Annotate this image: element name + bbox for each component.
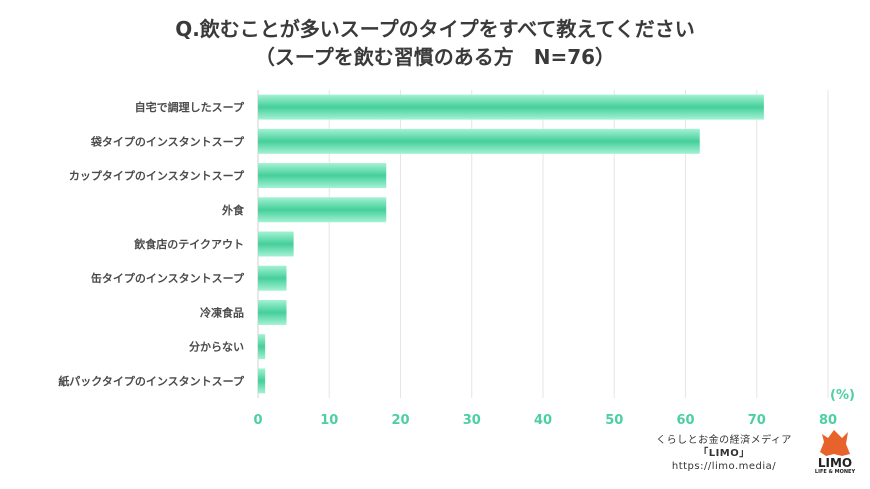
chart-subtitle: （スープを飲む習慣のある方 N=76） [254, 45, 616, 69]
x-tick-label: 30 [463, 413, 481, 428]
bar [258, 197, 387, 223]
bar [258, 163, 387, 189]
x-tick-label: 20 [391, 413, 409, 428]
bar [258, 334, 266, 360]
x-axis-ticks: 0 10 20 30 40 50 60 70 80 [253, 413, 837, 428]
footer-credit: くらしとお金の経済メディア 「LIMO」 https://limo.media/ [640, 434, 808, 473]
logo-wordmark: LIMO [817, 456, 853, 470]
bars [258, 94, 764, 394]
logo-tagline: LIFE & MONEY [814, 469, 856, 475]
chart-title: Q.飲むことが多いスープのタイプをすべて教えてください [175, 17, 695, 41]
x-tick-label: 80 [819, 413, 837, 428]
footer-tagline: くらしとお金の経済メディア [656, 435, 792, 446]
category-label: 紙パックタイプのインスタントスープ [58, 374, 245, 388]
category-label: 袋タイプのインスタントスープ [90, 134, 245, 148]
category-label: カップタイプのインスタントスープ [69, 169, 245, 183]
category-label: 飲食店のテイクアウト [133, 237, 244, 251]
category-label: 缶タイプのインスタントスープ [91, 271, 245, 285]
x-tick-label: 60 [676, 413, 694, 428]
unit-label: (%) [830, 388, 855, 403]
x-tick-label: 70 [748, 413, 766, 428]
bar [258, 94, 764, 120]
bar [258, 265, 287, 291]
category-label: 分からない [189, 340, 244, 354]
footer-brand: 「LIMO」 [698, 448, 750, 459]
bar [258, 299, 287, 325]
category-label: 自宅で調理したスープ [135, 100, 245, 114]
footer-url[interactable]: https://limo.media/ [671, 461, 777, 472]
bar [258, 231, 294, 257]
x-tick-label: 50 [605, 413, 623, 428]
limo-fox-logo-icon [820, 430, 850, 456]
x-tick-label: 40 [534, 413, 552, 428]
bar [258, 368, 266, 394]
category-labels: 自宅で調理したスープ袋タイプのインスタントスープカップタイプのインスタントスープ… [58, 100, 245, 388]
category-label: 冷凍食品 [200, 305, 244, 319]
x-tick-label: 10 [320, 413, 338, 428]
x-tick-label: 0 [253, 413, 262, 428]
bar [258, 128, 700, 154]
category-label: 外食 [221, 203, 245, 217]
